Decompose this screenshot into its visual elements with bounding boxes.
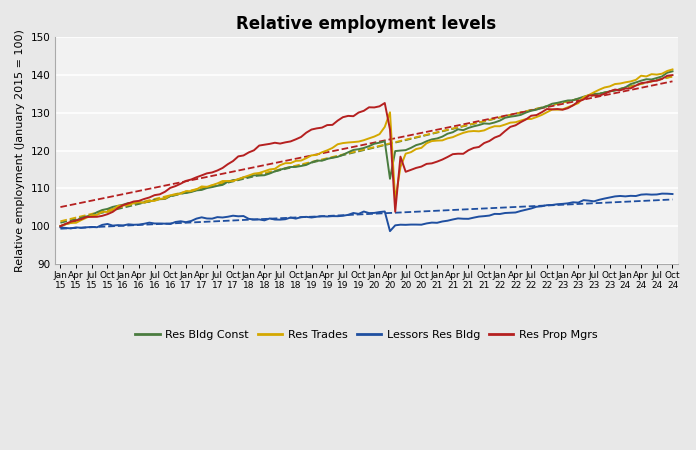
Y-axis label: Relative employment (January 2015 = 100): Relative employment (January 2015 = 100) <box>15 29 25 272</box>
Title: Relative employment levels: Relative employment levels <box>237 15 496 33</box>
Legend: Res Bldg Const, Res Trades, Lessors Res Bldg, Res Prop Mgrs: Res Bldg Const, Res Trades, Lessors Res … <box>131 325 602 344</box>
